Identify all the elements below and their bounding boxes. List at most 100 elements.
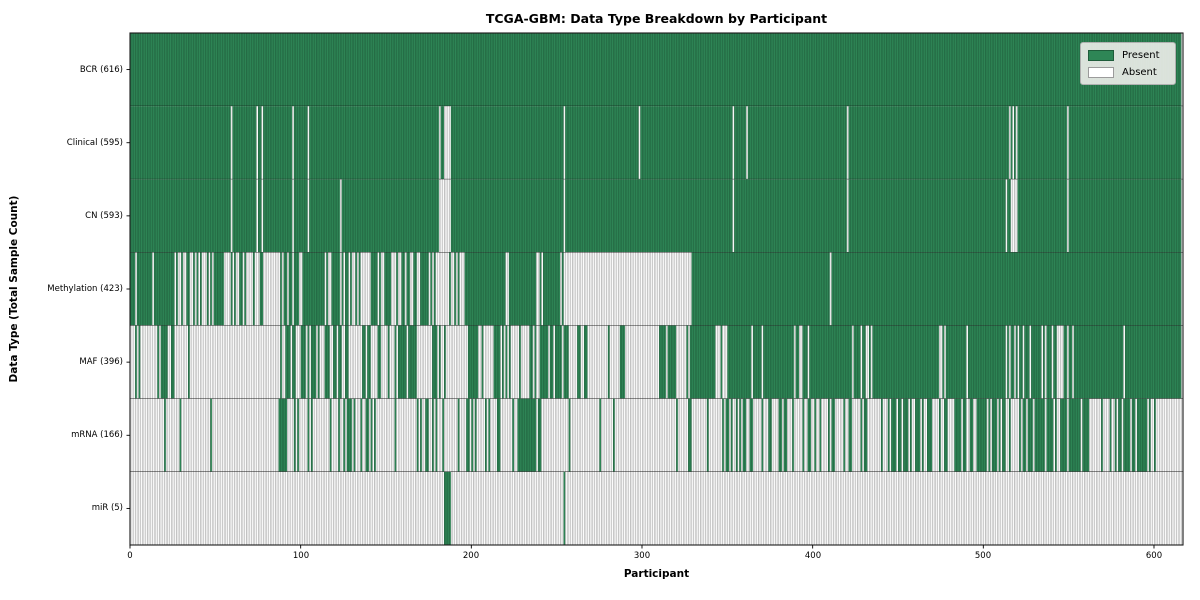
present-run <box>210 252 212 326</box>
present-run <box>988 398 991 472</box>
present-run <box>519 325 521 399</box>
present-run <box>210 398 212 472</box>
present-run <box>343 398 346 472</box>
present-run <box>612 398 615 472</box>
present-run <box>686 325 689 399</box>
present-run <box>186 252 190 326</box>
present-run <box>862 325 866 399</box>
present-run <box>153 252 175 326</box>
present-run <box>1136 398 1148 472</box>
present-run <box>1019 398 1021 472</box>
ytick-label-mir: miR (5) <box>91 503 123 513</box>
ytick-label-clinical: Clinical (595) <box>66 138 123 148</box>
present-run <box>293 106 308 180</box>
present-run <box>619 325 625 399</box>
present-run <box>872 325 939 399</box>
present-run <box>539 325 549 399</box>
present-run <box>331 252 340 326</box>
present-run <box>512 398 514 472</box>
absent-background <box>130 471 1183 545</box>
present-run <box>338 325 342 399</box>
present-run <box>942 325 945 399</box>
present-run <box>464 252 506 326</box>
present-run <box>734 179 847 253</box>
present-run <box>1019 325 1023 399</box>
present-run <box>998 398 1001 472</box>
present-run <box>1015 325 1018 399</box>
present-run <box>365 398 369 472</box>
present-run <box>676 398 678 472</box>
present-run <box>967 325 1006 399</box>
xtick-label-500: 500 <box>974 551 992 561</box>
present-run <box>722 398 724 472</box>
present-run <box>831 398 835 472</box>
present-run <box>891 398 897 472</box>
present-run <box>727 325 752 399</box>
ytick-label-bcr: BCR (616) <box>79 65 123 75</box>
present-run <box>474 398 477 472</box>
present-run <box>130 106 231 180</box>
present-run <box>502 325 504 399</box>
present-run <box>735 398 738 472</box>
present-run <box>1014 106 1016 180</box>
present-run <box>440 106 445 180</box>
present-run <box>1068 325 1073 399</box>
present-run <box>1002 398 1006 472</box>
present-run <box>397 325 407 399</box>
present-run <box>1118 398 1122 472</box>
present-run <box>362 325 366 399</box>
present-run <box>309 179 340 253</box>
present-run <box>1024 325 1030 399</box>
present-run <box>232 179 257 253</box>
present-run <box>792 398 794 472</box>
present-run <box>689 325 716 399</box>
present-run <box>307 398 310 472</box>
present-run <box>488 398 491 472</box>
present-run <box>1073 325 1124 399</box>
present-run <box>1043 325 1045 399</box>
present-run <box>302 252 325 326</box>
present-run <box>565 179 733 253</box>
present-run <box>1063 325 1067 399</box>
present-run <box>1068 179 1182 253</box>
present-run <box>1017 106 1067 180</box>
present-run <box>747 106 847 180</box>
present-run <box>341 179 439 253</box>
present-run <box>1046 398 1054 472</box>
present-run <box>179 398 182 472</box>
present-run <box>135 325 137 399</box>
present-run <box>640 106 733 180</box>
present-run <box>326 252 328 326</box>
present-run <box>508 252 537 326</box>
present-run <box>181 252 183 326</box>
present-run <box>367 325 371 399</box>
present-run <box>1153 398 1156 472</box>
present-run <box>1148 398 1151 472</box>
present-run <box>416 398 419 472</box>
present-run <box>848 179 1006 253</box>
present-run <box>360 398 363 472</box>
present-run <box>292 325 296 399</box>
present-run <box>529 325 533 399</box>
present-run <box>921 398 924 472</box>
present-run <box>484 398 487 472</box>
present-run <box>263 179 293 253</box>
row-maf-bars <box>130 325 1183 399</box>
present-run <box>1031 325 1042 399</box>
present-run <box>734 106 747 180</box>
present-run <box>778 398 782 472</box>
present-run <box>450 106 564 180</box>
present-run <box>420 398 422 472</box>
present-run <box>1060 398 1067 472</box>
present-run <box>196 252 199 326</box>
x-axis-title: Participant <box>623 568 690 580</box>
present-run <box>1010 325 1015 399</box>
legend-label-absent: Absent <box>1122 67 1157 78</box>
present-run <box>396 252 398 326</box>
present-run <box>432 398 434 472</box>
present-run <box>420 252 429 326</box>
present-run <box>802 398 805 472</box>
present-run <box>927 398 933 472</box>
